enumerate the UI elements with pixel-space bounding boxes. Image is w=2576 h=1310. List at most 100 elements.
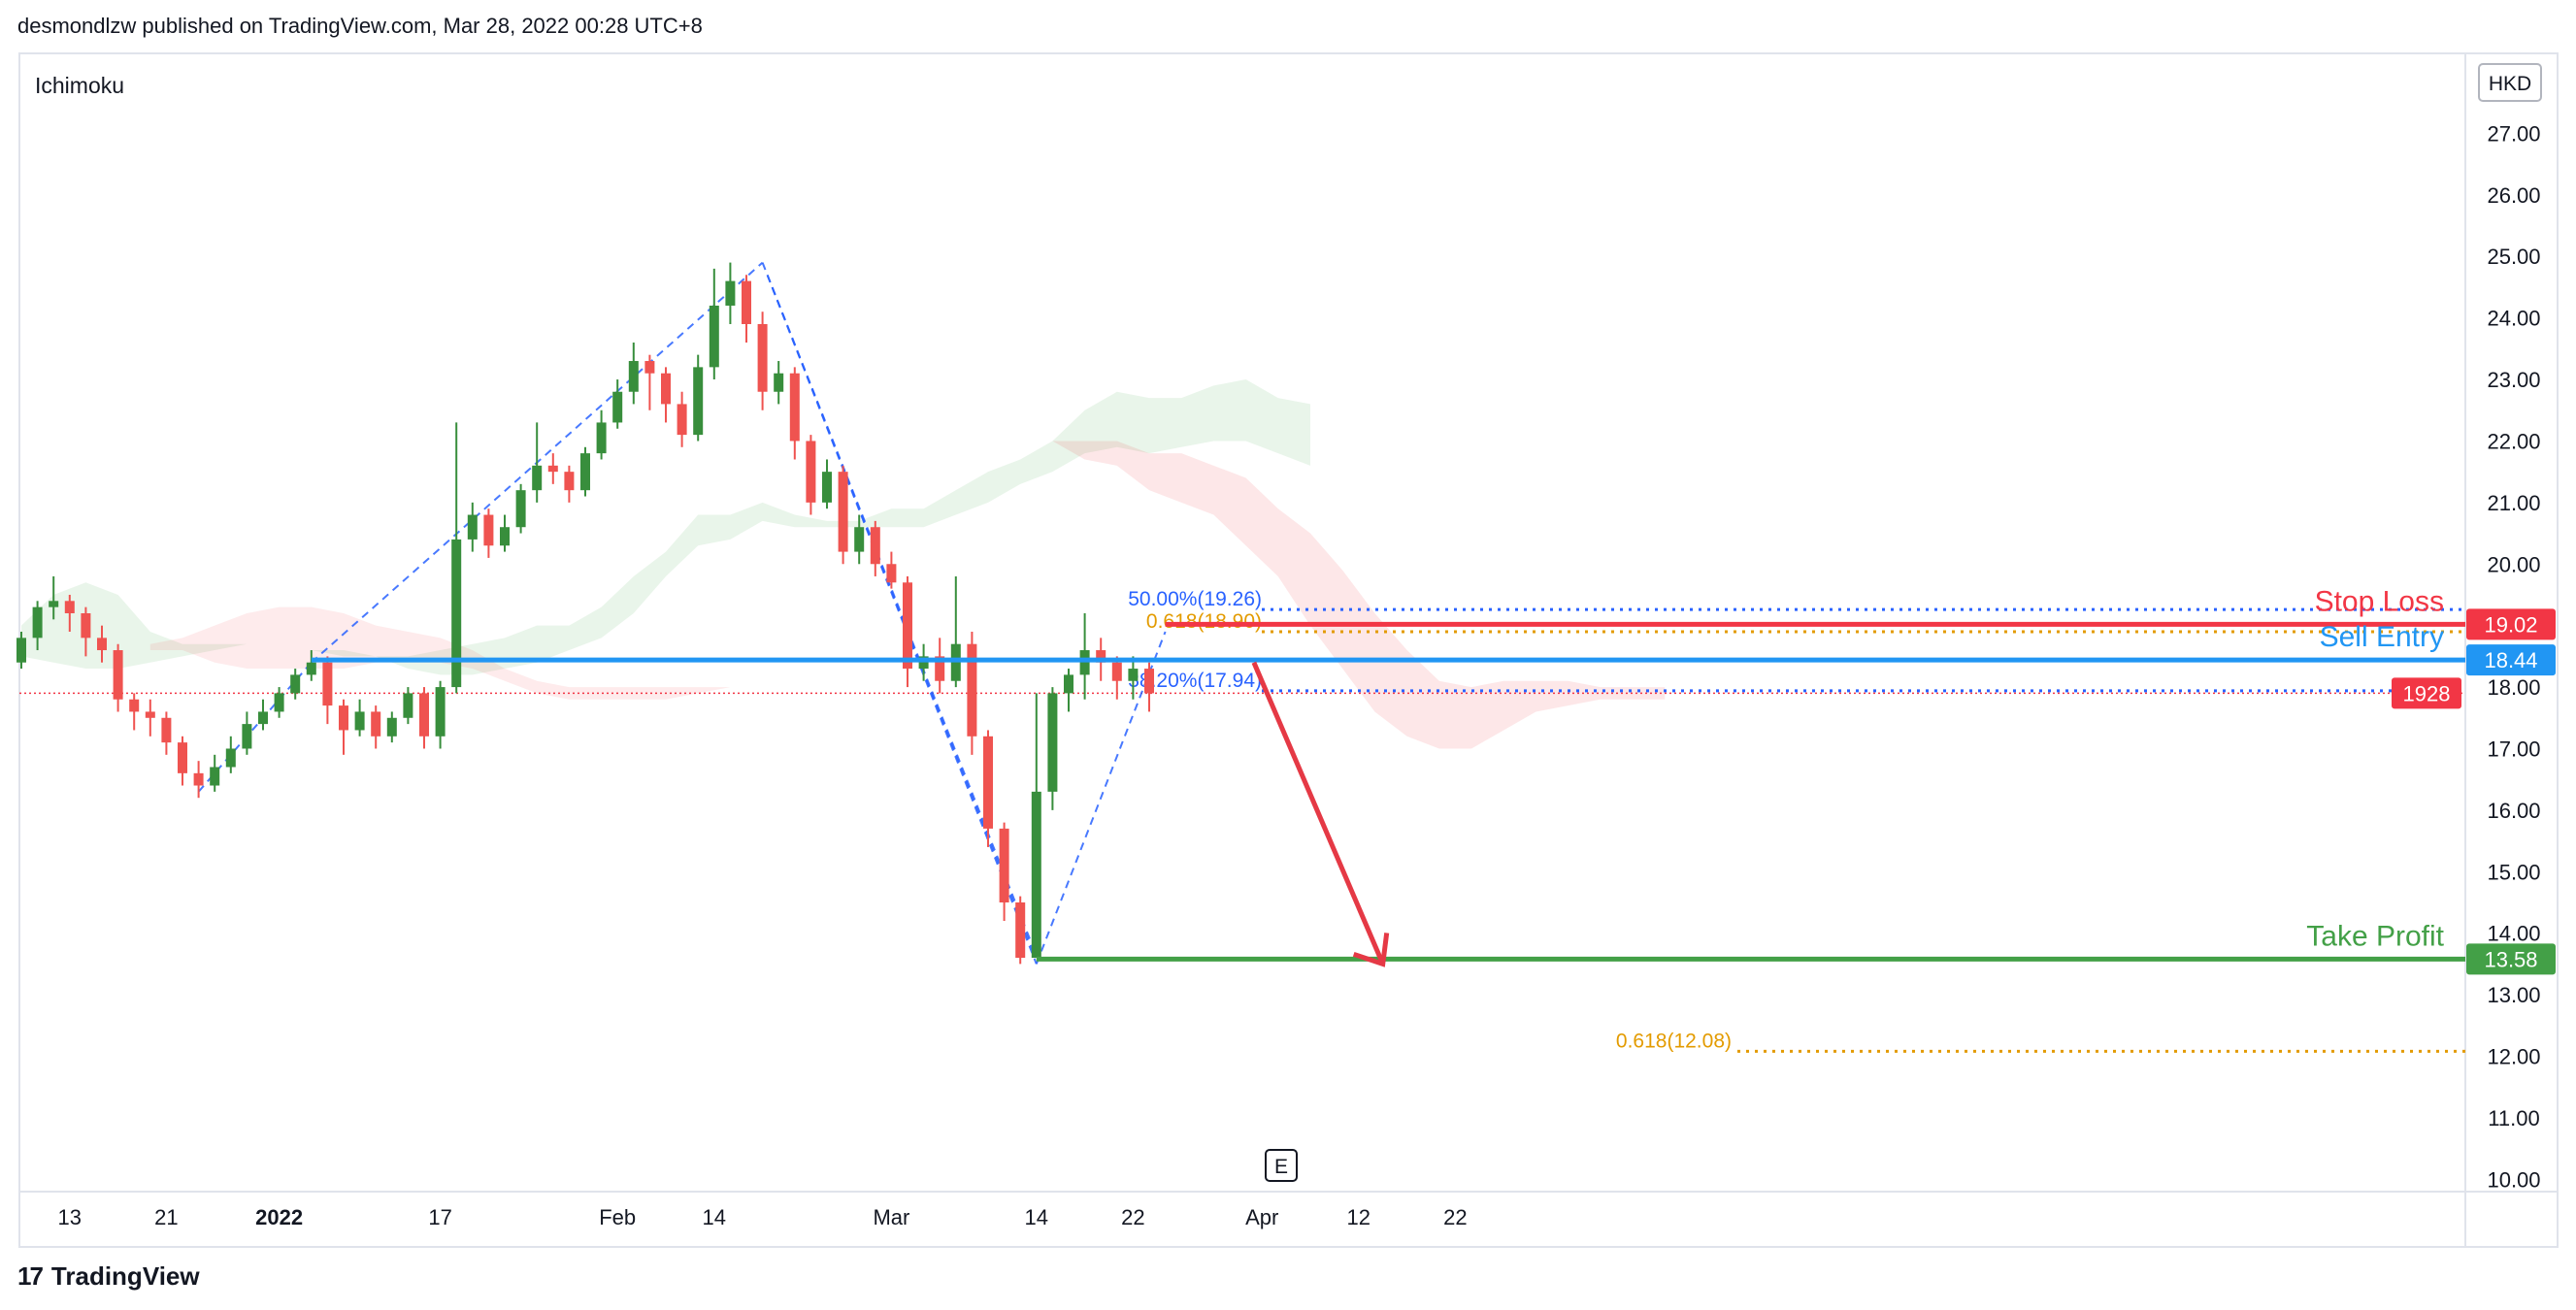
candle-body <box>918 656 929 670</box>
trade-levels: Stop Loss Sell Entry Take Profit 19.02 18.44… <box>311 585 2556 975</box>
take-profit-price-tag: 13.58 <box>2484 947 2537 971</box>
candle-body <box>950 643 961 681</box>
publisher-line: desmondlzw published on TradingView.com,… <box>17 14 703 38</box>
time-axis[interactable]: 13 21 2022 17 Feb 14 Mar 14 22 Apr 12 22 <box>58 1205 1468 1229</box>
candle-body <box>274 693 284 712</box>
candle-body <box>81 612 91 639</box>
candle-body <box>580 453 590 491</box>
candle-body <box>532 465 543 491</box>
candle-body <box>596 422 607 454</box>
candle-body <box>789 373 800 442</box>
candle-body <box>193 772 204 786</box>
candle-body <box>886 564 897 583</box>
stop-loss-price-tag: 19.02 <box>2484 612 2537 637</box>
pattern-leg <box>771 286 1032 940</box>
candle-body <box>161 717 172 743</box>
tradingview-logo-icon: 17 <box>17 1261 44 1291</box>
candle-body <box>306 662 316 675</box>
candle-body <box>1096 650 1106 663</box>
y-tick-label: 24.00 <box>2487 307 2540 331</box>
candle-body <box>242 724 252 749</box>
candle-body <box>210 767 220 786</box>
y-tick-label: 25.00 <box>2487 245 2540 269</box>
candle-body <box>386 717 397 737</box>
y-tick-label: 10.00 <box>2487 1167 2540 1192</box>
candle-body <box>822 472 832 503</box>
y-tick-label: 23.00 <box>2487 368 2540 392</box>
candle-body <box>435 687 446 737</box>
candlesticks <box>17 262 1154 965</box>
candle-body <box>693 367 704 436</box>
candle-body <box>628 361 639 392</box>
x-tick-label: 14 <box>1025 1205 1048 1229</box>
target-arrow-head <box>1352 933 1390 967</box>
fib-level-label: 50.00%(19.26) <box>1128 588 1262 610</box>
cloud-bearish <box>1052 441 1666 749</box>
candle-body <box>339 705 348 731</box>
x-tick-label: 12 <box>1347 1205 1371 1229</box>
candle-body <box>774 373 784 392</box>
candle-body <box>564 472 575 491</box>
x-tick-label: Mar <box>873 1205 909 1229</box>
sell-entry-label: Sell Entry <box>2320 621 2444 653</box>
candle-body <box>661 373 671 405</box>
current-price-tag: 1928 <box>2403 681 2451 705</box>
indicator-label[interactable]: Ichimoku <box>35 73 124 98</box>
candle-body <box>838 472 848 552</box>
y-tick-label: 17.00 <box>2487 737 2540 761</box>
candle-body <box>113 650 123 700</box>
candle-body <box>757 323 768 392</box>
tradingview-footer[interactable]: 17 TradingView <box>17 1261 200 1292</box>
candle-body <box>725 280 736 306</box>
y-tick-label: 16.00 <box>2487 799 2540 823</box>
currency-badge-box[interactable] <box>2478 63 2542 102</box>
candle-body <box>612 391 623 423</box>
x-tick-label: 17 <box>428 1205 451 1229</box>
y-tick-label: 12.00 <box>2487 1045 2540 1069</box>
candle-body <box>49 601 59 607</box>
candle-body <box>854 527 865 552</box>
y-tick-label: 18.00 <box>2487 675 2540 700</box>
y-tick-label: 15.00 <box>2487 860 2540 884</box>
stop-loss-label: Stop Loss <box>2315 585 2444 617</box>
x-tick-label: 14 <box>703 1205 726 1229</box>
stop-loss-price-tag-box <box>2466 608 2556 640</box>
candle-body <box>1064 674 1073 694</box>
candle-body <box>1128 669 1139 681</box>
candle-body <box>290 674 301 694</box>
candle-body <box>451 539 462 688</box>
candle-body <box>1015 901 1026 959</box>
take-profit-label: Take Profit <box>2306 920 2444 952</box>
sell-entry-price-tag: 18.44 <box>2484 648 2537 672</box>
candle-body <box>1079 650 1090 675</box>
candle-body <box>32 606 43 639</box>
candle-body <box>742 280 751 324</box>
candle-body <box>983 736 993 829</box>
x-tick-label: Apr <box>1245 1205 1278 1229</box>
candle-body <box>178 742 187 773</box>
y-tick-label: 13.00 <box>2487 983 2540 1007</box>
ichimoku-cloud <box>21 379 1666 749</box>
x-tick-label: Feb <box>599 1205 636 1229</box>
cloud-bullish <box>21 379 1310 675</box>
candle-body <box>677 404 687 436</box>
candle-body <box>403 693 413 718</box>
candle-body <box>483 514 494 546</box>
candle-body <box>371 711 381 737</box>
candle-body <box>1111 662 1122 681</box>
candle-body <box>547 465 558 473</box>
earnings-marker-box[interactable] <box>1265 1149 1298 1182</box>
candle-body <box>129 699 140 712</box>
fib-level-label: 0.618(12.08) <box>1616 1030 1732 1052</box>
candle-body <box>467 514 478 540</box>
candle-body <box>709 305 719 368</box>
candle-body <box>903 582 912 670</box>
candle-body <box>500 527 510 546</box>
candle-body <box>515 490 526 528</box>
x-tick-label: 2022 <box>255 1205 303 1229</box>
candle-body <box>870 527 880 565</box>
x-tick-label: 22 <box>1443 1205 1467 1229</box>
candle-body <box>225 748 236 768</box>
currency-badge: HKD <box>2489 73 2531 95</box>
